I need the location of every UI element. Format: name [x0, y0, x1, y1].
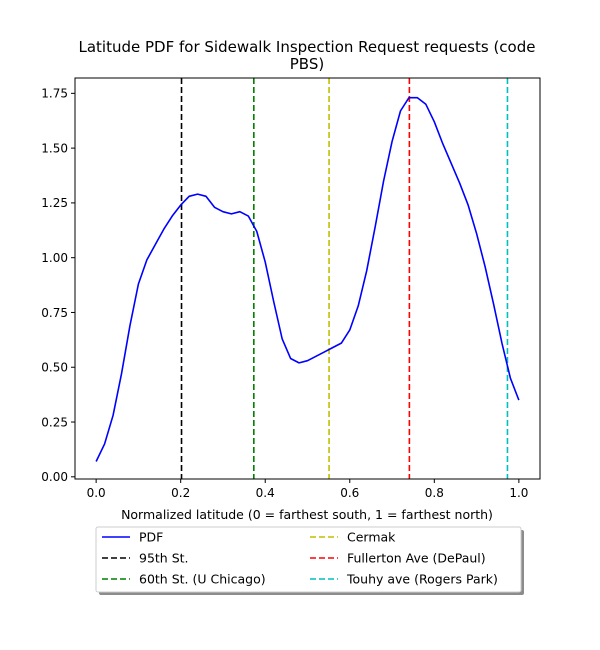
legend-label-5: Fullerton Ave (DePaul) [347, 551, 486, 566]
y-tick-label: 1.75 [41, 87, 68, 101]
reference-lines [180, 78, 509, 479]
series-lines [95, 96, 520, 462]
x-axis-ticks: 0.0 0.2 0.4 0.6 0.8 1.0 [87, 479, 528, 500]
y-tick-label: 0.75 [41, 306, 68, 320]
legend-label-6: Touhy ave (Rogers Park) [346, 572, 498, 587]
legend-label-1: PDF [139, 530, 163, 545]
legend-label-3: 60th St. (U Chicago) [139, 572, 266, 587]
x-tick-label: 0.2 [171, 486, 190, 500]
y-axis-ticks: 0.00 0.25 0.50 0.75 1.00 1.25 1.50 1.75 [41, 87, 75, 484]
chart-title-line-2: PBS) [290, 55, 324, 73]
y-tick-label: 1.25 [41, 196, 68, 210]
y-tick-label: 0.00 [41, 470, 68, 484]
legend-label-2: 95th St. [139, 551, 189, 566]
series-line-1 [95, 96, 520, 462]
x-tick-label: 0.0 [87, 486, 106, 500]
y-tick-label: 1.00 [41, 251, 68, 265]
x-tick-label: 0.4 [256, 486, 275, 500]
x-tick-label: 0.6 [340, 486, 359, 500]
x-tick-label: 0.8 [425, 486, 444, 500]
chart-title-line-1: Latitude PDF for Sidewalk Inspection Req… [79, 38, 536, 56]
x-tick-label: 1.0 [509, 486, 528, 500]
legend-label-4: Cermak [347, 530, 396, 545]
x-axis-label: Normalized latitude (0 = farthest south,… [121, 507, 493, 522]
plot-frame [74, 77, 541, 480]
legend-box [95, 526, 522, 593]
legend: PDF 95th St. 60th St. (U Chicago) Cermak Ful… [95, 526, 524, 595]
y-tick-label: 1.50 [41, 141, 68, 155]
y-tick-label: 0.50 [41, 361, 68, 375]
y-tick-label: 0.25 [41, 415, 68, 429]
